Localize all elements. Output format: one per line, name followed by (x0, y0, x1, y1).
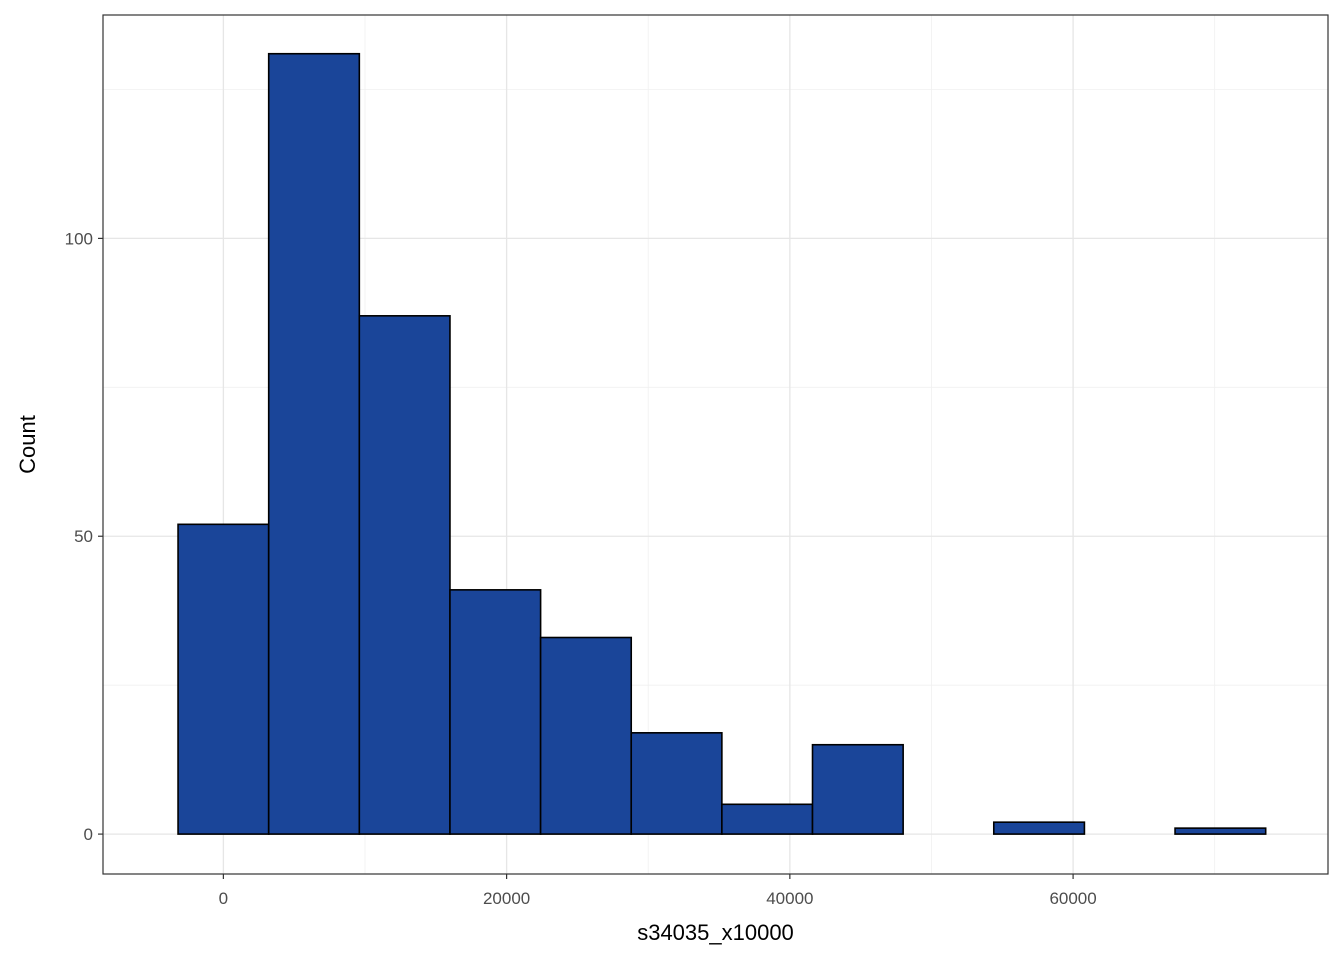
histogram-bar-2 (358, 315, 451, 835)
histogram-bar-5 (630, 732, 723, 835)
histogram-bars (177, 52, 1267, 835)
histogram-bar-4 (539, 636, 633, 835)
y-axis-title: Count (15, 415, 40, 474)
histogram-bar-6 (721, 803, 814, 835)
x-axis-ticks: 0 20000 40000 60000 (219, 874, 1097, 908)
x-tick-label: 40000 (766, 889, 813, 908)
histogram-bar-9 (992, 821, 1086, 835)
y-tick-label: 50 (74, 527, 93, 546)
histogram-bar-0 (177, 523, 270, 835)
y-tick-label: 0 (84, 825, 93, 844)
histogram-bar-3 (449, 589, 542, 835)
minor-gridlines (103, 15, 1328, 874)
x-tick-label: 0 (219, 889, 228, 908)
histogram-bar-11 (1174, 827, 1267, 835)
x-tick-label: 20000 (483, 889, 530, 908)
histogram-bar-7 (811, 743, 904, 835)
histogram-bar-1 (267, 52, 361, 835)
x-tick-label: 60000 (1049, 889, 1096, 908)
y-tick-label: 100 (65, 229, 93, 248)
x-axis-title: s34035_x10000 (637, 920, 794, 945)
major-gridlines (103, 15, 1328, 874)
panel-border (102, 14, 1329, 875)
y-axis-ticks: 0 50 100 (65, 229, 103, 844)
